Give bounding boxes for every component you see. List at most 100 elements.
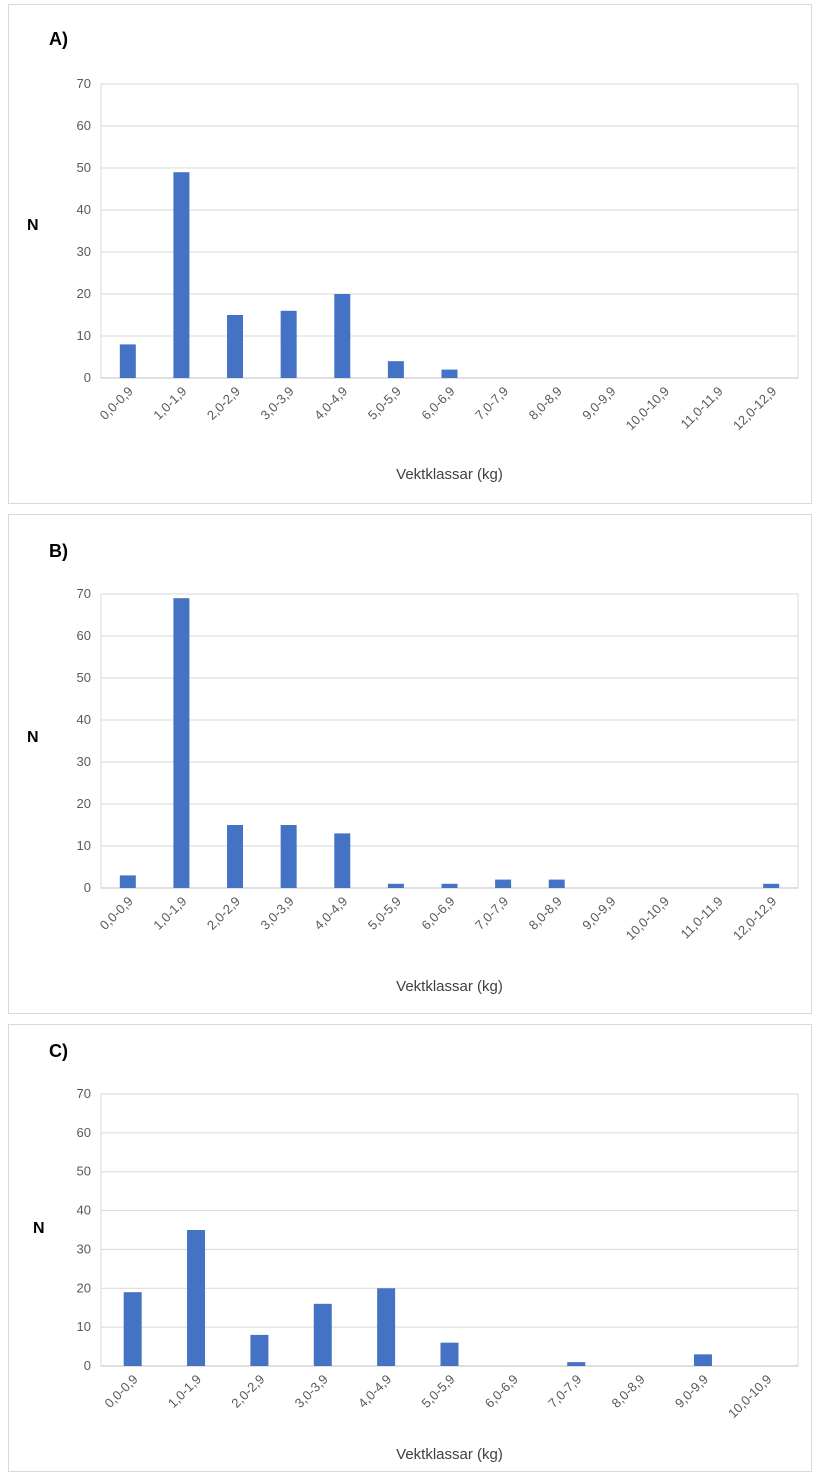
bar	[377, 1288, 396, 1366]
x-tick-label: 0,0-0,9	[97, 384, 136, 423]
y-tick-label: 10	[77, 838, 91, 853]
y-tick-label: 60	[77, 1125, 91, 1140]
x-axis-label: Vektklassar (kg)	[396, 1446, 503, 1463]
y-tick-label: 60	[77, 628, 91, 643]
y-tick-label: 70	[77, 1086, 91, 1101]
y-tick-label: 0	[84, 880, 91, 895]
chart-panel-a: 0 10 20 30 40 50 60 70 0,0-0,9 1,0-1,9 2,0-2,9 3,0-…	[8, 4, 812, 504]
y-tick-label: 50	[77, 1164, 91, 1179]
x-tick-label: 7,0-7,9	[472, 384, 511, 423]
x-tick-label: 5,0-5,9	[365, 894, 404, 933]
x-tick-label: 5,0-5,9	[365, 384, 404, 423]
x-tick-label: 7,0-7,9	[545, 1372, 584, 1411]
bar	[250, 1334, 269, 1366]
y-tick-label: 30	[77, 244, 91, 259]
bar	[334, 833, 351, 888]
x-tick-label: 0,0-0,9	[102, 1372, 141, 1411]
y-tick-label: 0	[84, 1358, 91, 1373]
x-tick-label: 4,0-4,9	[311, 894, 350, 933]
bar	[313, 1303, 332, 1366]
bar	[173, 172, 190, 378]
y-tick-label: 20	[77, 286, 91, 301]
x-tick-label: 10,0-10,9	[623, 894, 672, 943]
x-tick-label: 9,0-9,9	[672, 1372, 711, 1411]
y-tick-label: 50	[77, 160, 91, 175]
y-tick-label: 30	[77, 1241, 91, 1256]
x-tick-label: 5,0-5,9	[418, 1372, 457, 1411]
x-tick-label: 10,0-10,9	[623, 384, 672, 433]
x-tick-label: 9,0-9,9	[579, 384, 618, 423]
x-tick-label: 8,0-8,9	[526, 894, 565, 933]
y-tick-label: 60	[77, 118, 91, 133]
x-tick-label: 12,0-12,9	[730, 384, 779, 433]
bar	[440, 1342, 459, 1366]
x-tick-label: 1,0-1,9	[165, 1372, 204, 1411]
y-tick-label: 40	[77, 1203, 91, 1218]
bar	[280, 825, 297, 888]
chart-panel-c: 0 10 20 30 40 50 60 70 0,0-0,9 1,0-1,9 2,0-2,9 3,0-…	[8, 1024, 812, 1472]
panel-label: B)	[49, 541, 68, 561]
x-tick-label: 2,0-2,9	[228, 1372, 267, 1411]
bar	[387, 883, 404, 888]
bar	[280, 310, 297, 378]
plot-area	[100, 1093, 799, 1367]
x-tick-label: 3,0-3,9	[258, 384, 297, 423]
bar	[567, 1362, 586, 1366]
panel-label: C)	[49, 1041, 68, 1061]
chart-b-svg: 0 10 20 30 40 50 60 70 0,0-0,9 1,0-1,9 2,0-2,9 3,0-…	[27, 541, 799, 995]
bar	[227, 825, 244, 888]
x-tick-label: 11,0-11,9	[678, 384, 726, 432]
bar	[187, 1230, 206, 1366]
x-axis-label: Vektklassar (kg)	[396, 466, 503, 483]
bar	[334, 294, 351, 378]
bar	[441, 883, 458, 888]
x-tick-label: 7,0-7,9	[472, 894, 511, 933]
x-tick-label: 0,0-0,9	[97, 894, 136, 933]
bar	[495, 879, 512, 888]
y-tick-label: 20	[77, 1280, 91, 1295]
y-tick-label: 40	[77, 202, 91, 217]
y-tick-label: 10	[77, 328, 91, 343]
bar	[123, 1292, 142, 1366]
x-tick-label: 6,0-6,9	[418, 894, 457, 933]
x-tick-label: 2,0-2,9	[204, 894, 243, 933]
bar	[763, 883, 780, 888]
x-tick-label: 11,0-11,9	[678, 894, 726, 942]
x-tick-label: 1,0-1,9	[150, 384, 189, 423]
bar	[119, 875, 136, 888]
y-tick-label: 0	[84, 370, 91, 385]
chart-c-svg: 0 10 20 30 40 50 60 70 0,0-0,9 1,0-1,9 2,0-2,9 3,0-…	[33, 1041, 799, 1463]
y-axis-label: N	[27, 729, 39, 746]
bar	[441, 369, 458, 378]
y-axis-label: N	[27, 217, 39, 234]
x-tick-label: 4,0-4,9	[355, 1372, 394, 1411]
bar	[548, 879, 565, 888]
chart-a-svg: 0 10 20 30 40 50 60 70 0,0-0,9 1,0-1,9 2,0-2,9 3,0-…	[27, 29, 799, 483]
bar	[227, 315, 244, 378]
x-tick-label: 6,0-6,9	[482, 1372, 521, 1411]
x-tick-label: 1,0-1,9	[150, 894, 189, 933]
plot-area	[100, 593, 799, 889]
panel-label: A)	[49, 29, 68, 49]
bar	[693, 1354, 712, 1366]
y-tick-label: 70	[77, 76, 91, 91]
x-tick-label: 8,0-8,9	[608, 1372, 647, 1411]
y-tick-label: 50	[77, 670, 91, 685]
bar	[387, 361, 404, 378]
x-tick-label: 8,0-8,9	[526, 384, 565, 423]
y-tick-label: 10	[77, 1319, 91, 1334]
x-tick-label: 4,0-4,9	[311, 384, 350, 423]
y-tick-label: 70	[77, 586, 91, 601]
chart-panel-b: 0 10 20 30 40 50 60 70 0,0-0,9 1,0-1,9 2,0-2,9 3,0-…	[8, 514, 812, 1014]
x-tick-label: 6,0-6,9	[418, 384, 457, 423]
y-tick-label: 20	[77, 796, 91, 811]
y-axis-label: N	[33, 1220, 45, 1237]
x-tick-label: 3,0-3,9	[292, 1372, 331, 1411]
y-tick-label: 40	[77, 712, 91, 727]
bar	[173, 598, 190, 888]
plot-area	[100, 83, 799, 379]
x-tick-label: 2,0-2,9	[204, 384, 243, 423]
x-tick-label: 12,0-12,9	[730, 894, 779, 943]
y-tick-label: 30	[77, 754, 91, 769]
x-tick-label: 10,0-10,9	[725, 1372, 774, 1421]
